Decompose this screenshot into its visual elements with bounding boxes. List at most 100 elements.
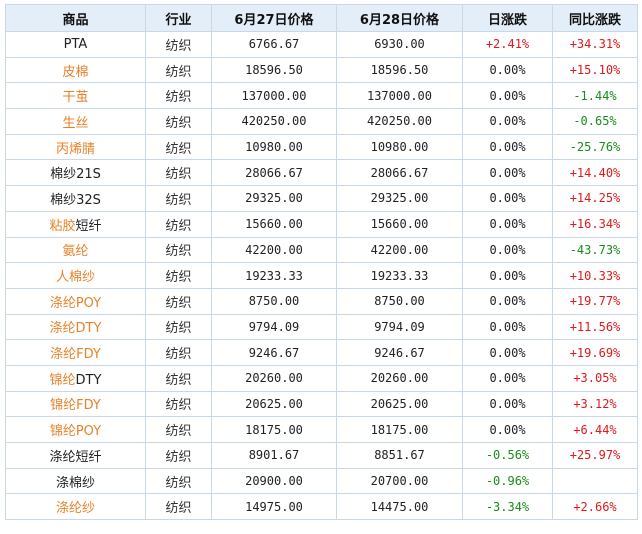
commodity-name[interactable]: 人棉纱: [5, 262, 146, 289]
price-jun28-cell: 6930.00: [336, 31, 463, 58]
yoy-change-cell: +15.10%: [552, 56, 638, 84]
price-jun27-cell: 20625.00: [211, 390, 337, 418]
price-jun27-cell: 9794.09: [211, 313, 337, 341]
commodity-name[interactable]: 涤纶POY: [5, 287, 146, 315]
commodity-name[interactable]: 锦纶FDY: [5, 390, 146, 418]
commodity-name-suffix: DTY: [75, 372, 102, 388]
table-row: 生丝 纺织 420250.00 420250.00 0.00% -0.65%: [5, 108, 638, 135]
commodity-name[interactable]: 锦纶DTY: [5, 364, 146, 392]
industry-cell: 纺织: [145, 313, 212, 341]
commodity-name[interactable]: 皮棉: [5, 56, 146, 84]
industry-cell: 纺织: [145, 185, 212, 212]
price-jun27-cell: 42200.00: [211, 236, 337, 264]
yoy-change-cell: +25.97%: [552, 442, 638, 469]
daily-change-cell: 0.00%: [462, 339, 553, 366]
commodity-name-link[interactable]: 锦纶: [49, 372, 76, 388]
price-jun28-cell: 15660.00: [336, 210, 463, 238]
daily-change-cell: +2.41%: [462, 31, 553, 58]
price-jun27-cell: 10980.00: [211, 133, 337, 161]
industry-cell: 纺织: [145, 108, 212, 135]
price-jun28-cell: 28066.67: [336, 159, 463, 187]
daily-change-cell: 0.00%: [462, 56, 553, 84]
daily-change-cell: -0.96%: [462, 467, 553, 495]
price-jun27-cell: 18175.00: [211, 416, 337, 443]
daily-change-cell: -3.34%: [462, 493, 553, 521]
commodity-name[interactable]: 涤纶FDY: [5, 339, 146, 366]
commodity-name[interactable]: 丙烯腈: [5, 133, 146, 161]
industry-cell: 纺织: [145, 416, 212, 443]
industry-cell: 纺织: [145, 82, 212, 110]
price-jun27-cell: 29325.00: [211, 185, 337, 212]
price-jun28-cell: 20625.00: [336, 390, 463, 418]
yoy-change-cell: +3.12%: [552, 390, 638, 418]
table-row: 涤纶FDY 纺织 9246.67 9246.67 0.00% +19.69%: [5, 339, 638, 366]
industry-cell: 纺织: [145, 287, 212, 315]
yoy-change-cell: +14.25%: [552, 185, 638, 212]
industry-cell: 纺织: [145, 31, 212, 58]
price-jun27-cell: 6766.67: [211, 31, 337, 58]
daily-change-cell: 0.00%: [462, 210, 553, 238]
table-row: 丙烯腈 纺织 10980.00 10980.00 0.00% -25.76%: [5, 133, 638, 161]
price-jun27-cell: 19233.33: [211, 262, 337, 289]
price-table-container: 商品 行业 6月27日价格 6月28日价格 日涨跌 同比涨跌 PTA 纺织 6766…: [5, 4, 638, 521]
yoy-change-cell: +19.77%: [552, 287, 638, 315]
commodity-name[interactable]: 粘胶短纤: [5, 210, 146, 238]
industry-cell: 纺织: [145, 493, 212, 521]
yoy-change-cell: -1.44%: [552, 82, 638, 110]
table-header-row: 商品 行业 6月27日价格 6月28日价格 日涨跌 同比涨跌: [5, 4, 638, 32]
price-jun27-cell: 15660.00: [211, 210, 337, 238]
commodity-name[interactable]: 氨纶: [5, 236, 146, 264]
yoy-change-cell: +19.69%: [552, 339, 638, 366]
price-jun27-cell: 28066.67: [211, 159, 337, 187]
commodity-price-table: 商品 行业 6月27日价格 6月28日价格 日涨跌 同比涨跌 PTA 纺织 6766…: [5, 4, 638, 521]
commodity-name[interactable]: 锦纶POY: [5, 416, 146, 443]
yoy-change-cell: +6.44%: [552, 416, 638, 443]
price-jun28-cell: 420250.00: [336, 108, 463, 135]
yoy-change-cell: -25.76%: [552, 133, 638, 161]
yoy-change-cell: +14.40%: [552, 159, 638, 187]
commodity-name[interactable]: 干茧: [5, 82, 146, 110]
daily-change-cell: 0.00%: [462, 364, 553, 392]
table-row: 涤纶短纤 纺织 8901.67 8851.67 -0.56% +25.97%: [5, 442, 638, 469]
table-row: 氨纶 纺织 42200.00 42200.00 0.00% -43.73%: [5, 236, 638, 264]
price-jun27-cell: 137000.00: [211, 82, 337, 110]
commodity-name: PTA: [5, 31, 146, 58]
price-jun28-cell: 18175.00: [336, 416, 463, 443]
table-row: 人棉纱 纺织 19233.33 19233.33 0.00% +10.33%: [5, 262, 638, 289]
commodity-name-suffix: 短纤: [75, 218, 102, 234]
yoy-change-cell: -0.65%: [552, 108, 638, 135]
table-row: 涤纶DTY 纺织 9794.09 9794.09 0.00% +11.56%: [5, 313, 638, 341]
industry-cell: 纺织: [145, 133, 212, 161]
table-row: 棉纱21S 纺织 28066.67 28066.67 0.00% +14.40%: [5, 159, 638, 187]
price-jun27-cell: 9246.67: [211, 339, 337, 366]
yoy-change-cell: [552, 467, 638, 495]
price-jun27-cell: 8901.67: [211, 442, 337, 469]
price-jun27-cell: 18596.50: [211, 56, 337, 84]
header-price-jun27: 6月27日价格: [211, 4, 337, 32]
price-jun27-cell: 8750.00: [211, 287, 337, 315]
commodity-name[interactable]: 生丝: [5, 108, 146, 135]
daily-change-cell: 0.00%: [462, 416, 553, 443]
table-row: 干茧 纺织 137000.00 137000.00 0.00% -1.44%: [5, 82, 638, 110]
yoy-change-cell: +11.56%: [552, 313, 638, 341]
commodity-name: 棉纱32S: [5, 185, 146, 212]
commodity-name[interactable]: 涤纶纱: [5, 493, 146, 521]
industry-cell: 纺织: [145, 339, 212, 366]
table-row: 棉纱32S 纺织 29325.00 29325.00 0.00% +14.25%: [5, 185, 638, 212]
industry-cell: 纺织: [145, 210, 212, 238]
daily-change-cell: 0.00%: [462, 262, 553, 289]
commodity-name-link[interactable]: 粘胶: [49, 218, 76, 234]
commodity-name: 棉纱21S: [5, 159, 146, 187]
industry-cell: 纺织: [145, 56, 212, 84]
price-jun28-cell: 9246.67: [336, 339, 463, 366]
price-jun27-cell: 14975.00: [211, 493, 337, 521]
price-jun28-cell: 9794.09: [336, 313, 463, 341]
price-jun28-cell: 19233.33: [336, 262, 463, 289]
industry-cell: 纺织: [145, 390, 212, 418]
price-jun28-cell: 20260.00: [336, 364, 463, 392]
commodity-name[interactable]: 涤纶DTY: [5, 313, 146, 341]
yoy-change-cell: +34.31%: [552, 31, 638, 58]
daily-change-cell: -0.56%: [462, 442, 553, 469]
industry-cell: 纺织: [145, 442, 212, 469]
industry-cell: 纺织: [145, 467, 212, 495]
